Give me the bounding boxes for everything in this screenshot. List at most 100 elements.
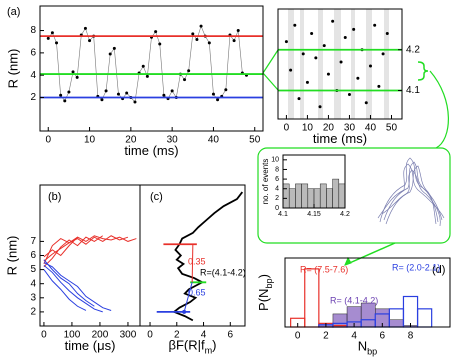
point <box>75 75 79 79</box>
x-tick-label: 200 <box>92 330 109 341</box>
y-tick-label: 5 <box>30 264 36 275</box>
y-tick-label: 2 <box>30 92 36 103</box>
panel: 0 2 4 6 <box>139 184 246 341</box>
stripe <box>288 9 294 119</box>
point <box>347 93 351 97</box>
x-tick-label: 2 <box>323 331 329 342</box>
x-axis-label: Nbp <box>358 339 378 357</box>
panel-label: (d) <box>432 264 445 276</box>
y-tick-label: 6 <box>30 48 36 59</box>
hist-bar <box>326 188 333 209</box>
y-tick-label: 4.2 <box>406 44 420 55</box>
x-tick-label: 4.1 <box>278 211 288 218</box>
x-tick-label: 4.2 <box>340 211 350 218</box>
point <box>343 36 347 40</box>
stripe <box>334 9 341 119</box>
hist-bar <box>416 308 433 328</box>
hist-bar <box>389 319 404 328</box>
x-tick-label: 6 <box>380 331 386 342</box>
x-axis-label: βF(R|fm) <box>168 338 216 356</box>
hist-bar <box>332 178 340 209</box>
hist-bar <box>288 188 296 209</box>
point <box>46 36 50 40</box>
x-tick-label: 10 <box>84 135 96 146</box>
annotation: R= (7.5-7.6) <box>300 264 348 274</box>
hist-bar <box>282 183 290 209</box>
point <box>339 60 343 64</box>
guide-dot <box>182 309 187 314</box>
point <box>191 32 195 36</box>
point <box>63 99 67 103</box>
y-axis-label-sub: bp <box>264 278 274 288</box>
point <box>224 88 228 92</box>
x-tick-label: 40 <box>365 123 377 134</box>
hist-bar <box>313 188 321 209</box>
x-tick-label: 0 <box>295 331 301 342</box>
x-tick-label: 2 <box>174 330 180 341</box>
panel: 0 10 20 30 40 50 4.1 4.2 <box>277 8 420 134</box>
point <box>207 41 211 45</box>
trajectory <box>43 236 78 265</box>
x-tick-label: 100 <box>64 330 81 341</box>
y-tick-label: 0 <box>275 205 279 212</box>
hist-bar <box>319 183 327 209</box>
trajectory <box>43 235 137 258</box>
point <box>331 19 335 23</box>
stripe <box>300 9 304 119</box>
panel-label: (c) <box>150 191 163 203</box>
x-axis-label: time (ms) <box>313 131 367 146</box>
x-tick-label: 0 <box>147 330 153 341</box>
y-tick-label: 2 <box>30 307 36 318</box>
point <box>162 93 166 97</box>
y-tick-label: 3 <box>30 292 36 303</box>
annotation: R= (4.1-4.2) <box>330 295 378 305</box>
point <box>352 27 356 31</box>
bracket <box>417 61 429 81</box>
annotation: 0.65 <box>188 287 206 297</box>
protein <box>377 157 445 227</box>
point <box>199 24 203 28</box>
annotation: R=(4.1-4.2) <box>200 267 246 277</box>
point <box>310 31 314 35</box>
point <box>125 91 129 95</box>
y-axis-label-main: P(N <box>256 289 271 311</box>
stripe <box>384 9 389 119</box>
point <box>377 84 381 88</box>
point <box>158 42 162 46</box>
x-tick-label: 0 <box>45 135 51 146</box>
point <box>100 98 104 102</box>
y-tick-label: 2 <box>275 195 279 202</box>
point <box>183 78 187 82</box>
point <box>50 31 54 35</box>
x-axis-label-sub: m <box>205 346 213 356</box>
x-axis-label: time (ms) <box>124 143 178 158</box>
y-tick-label: 7 <box>30 236 36 247</box>
point <box>293 23 297 27</box>
trajectory <box>43 264 103 313</box>
y-axis-label: no. of events <box>261 159 270 205</box>
x-tick-label: 50 <box>386 123 398 134</box>
y-tick-label: 8 <box>30 25 36 36</box>
point <box>232 39 236 43</box>
y-tick-label: 4 <box>30 278 36 289</box>
panel: 0 100 200 300 2 3 4 5 6 7 <box>30 184 141 341</box>
connector <box>262 49 279 91</box>
x-tick-label: 50 <box>249 135 261 146</box>
point <box>145 74 149 78</box>
y-axis-label: P(Nbp) <box>256 274 274 311</box>
y-tick-label: 10 <box>271 157 279 164</box>
point <box>381 52 385 56</box>
point <box>326 72 330 76</box>
hist-bar <box>295 183 302 209</box>
stripe <box>318 9 323 119</box>
guide <box>183 282 193 313</box>
axes-frame <box>277 8 403 120</box>
x-axis-label-sub: bp <box>367 347 377 357</box>
x-tick-label: 0 <box>41 330 47 341</box>
trajectory <box>43 235 129 262</box>
hist-bar <box>360 302 376 328</box>
point <box>104 89 108 93</box>
point <box>170 89 174 93</box>
hist-bar <box>301 183 309 209</box>
panel-label: (b) <box>48 191 61 203</box>
